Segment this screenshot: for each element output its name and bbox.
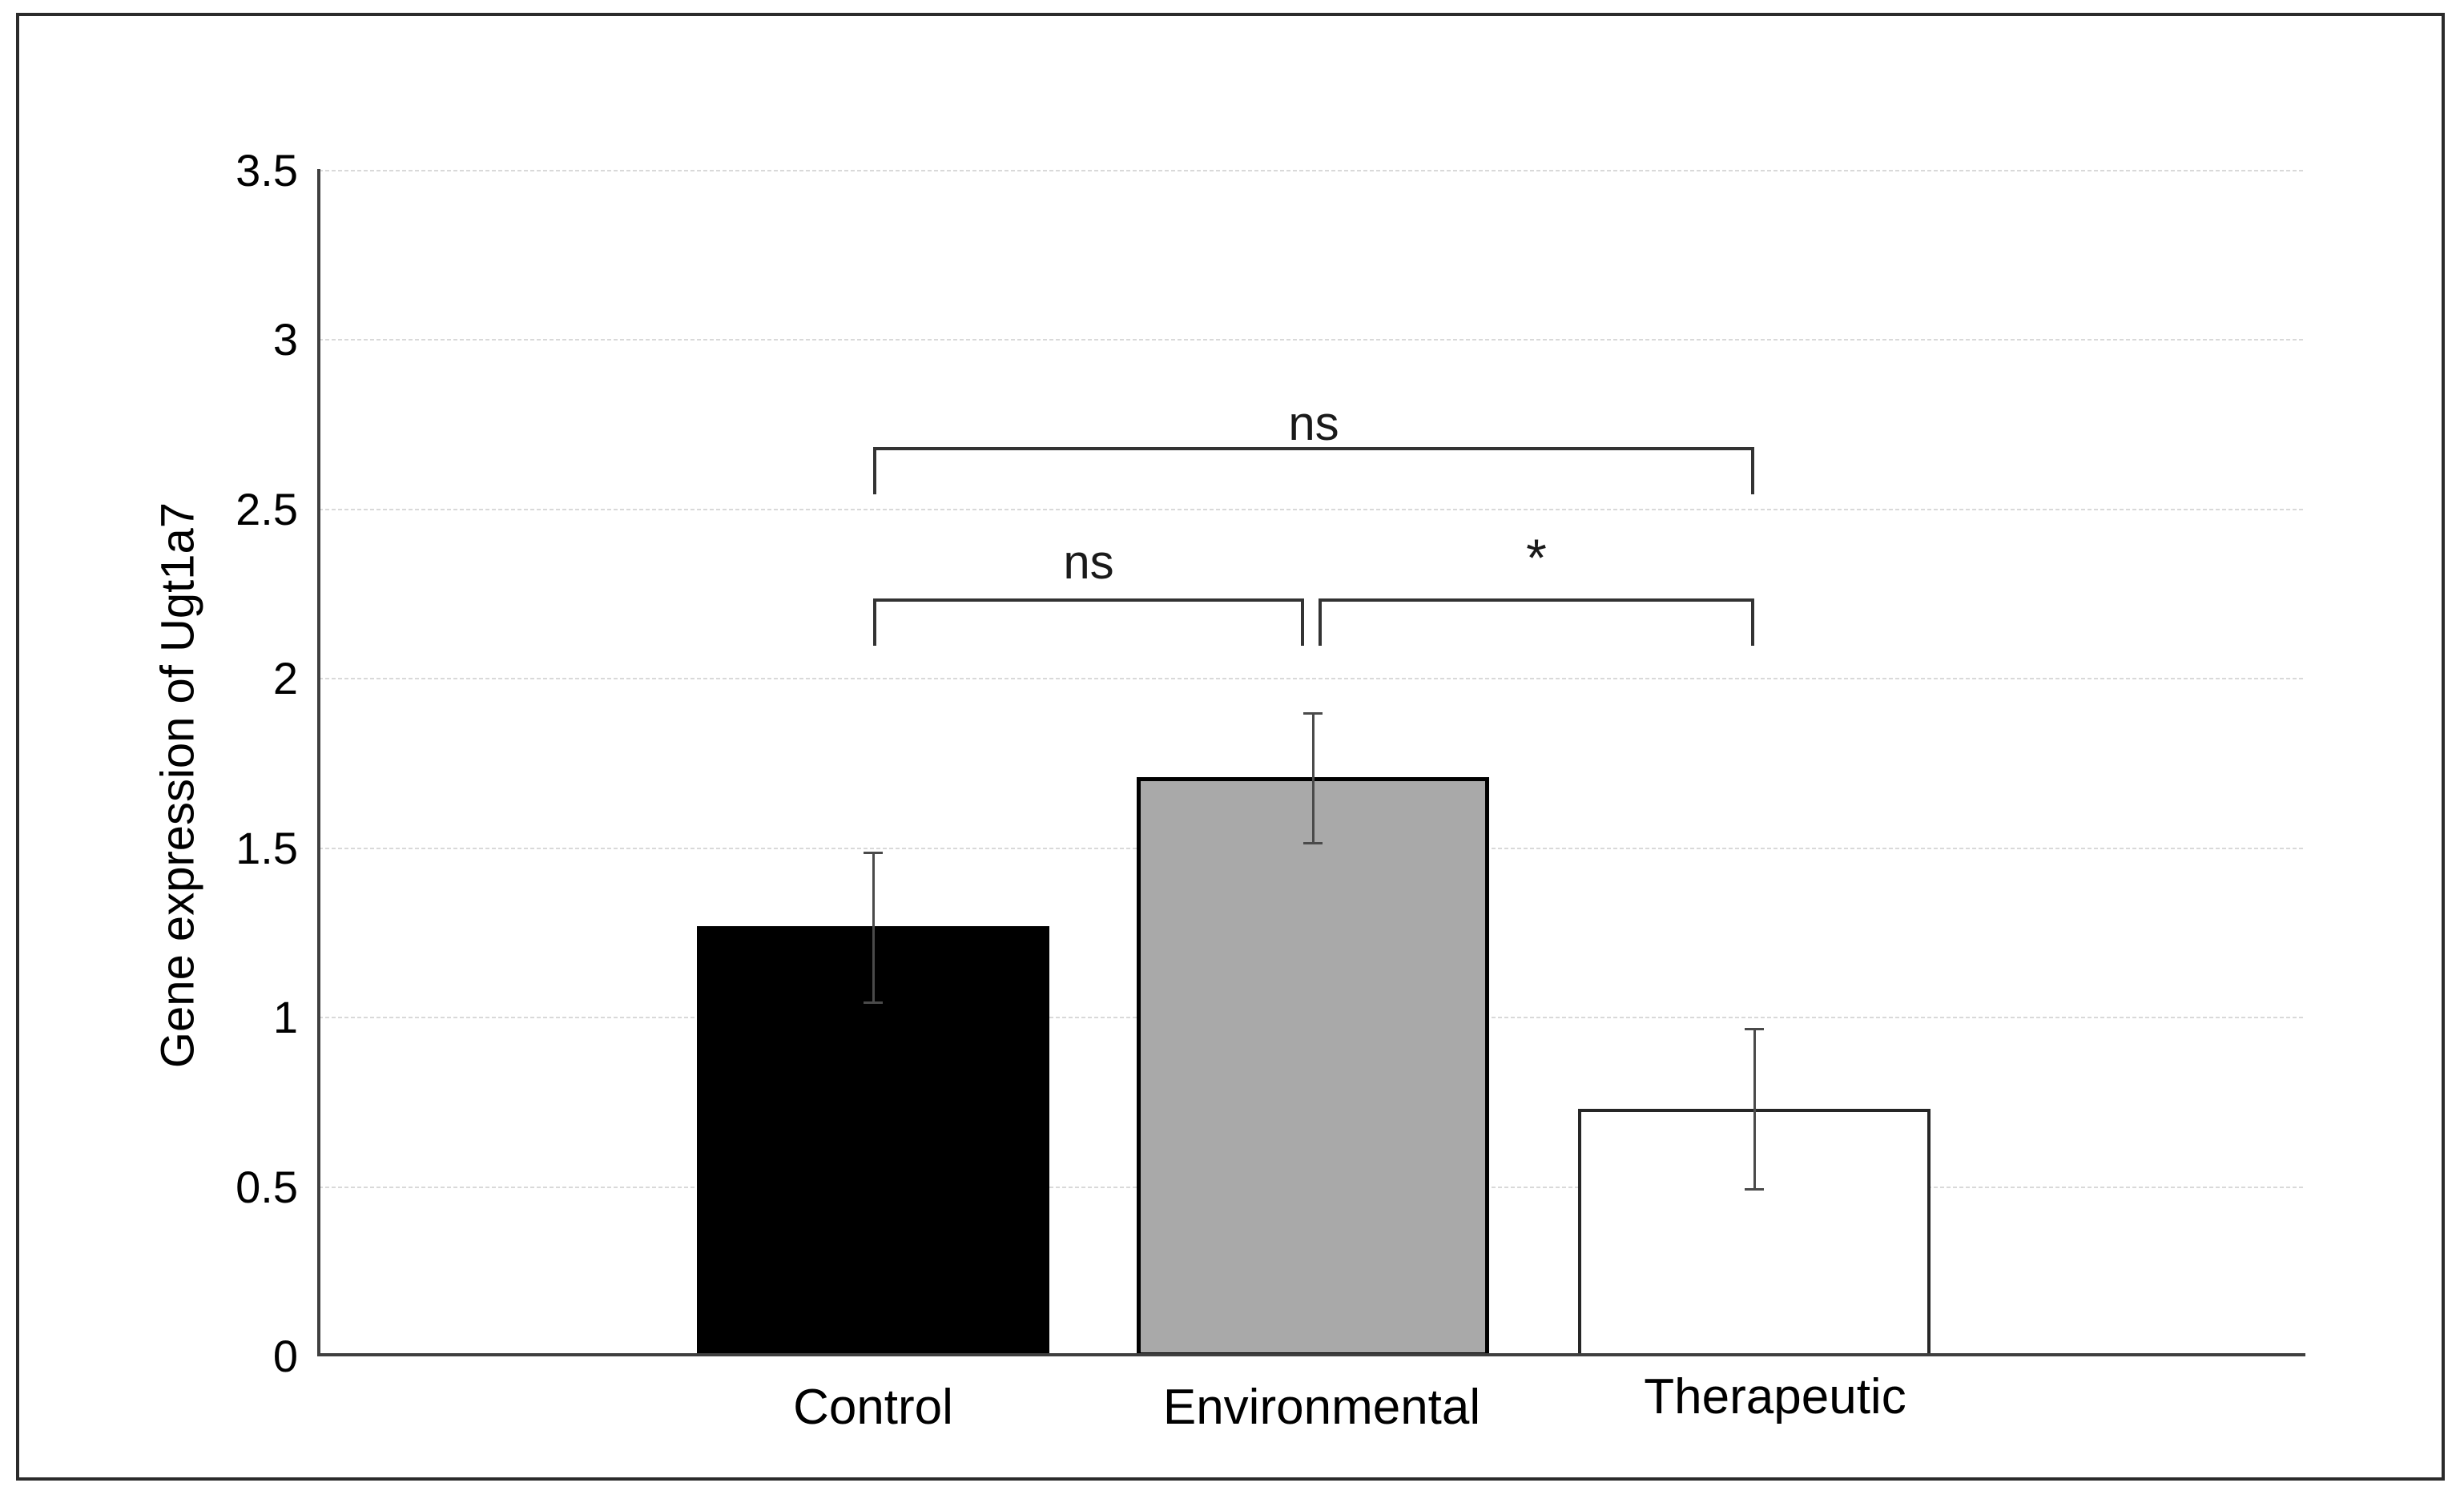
error-bar-cap-bottom bbox=[1745, 1188, 1764, 1191]
y-axis-title: Gene expression of Ugt1a7 bbox=[151, 502, 204, 1069]
y-tick-label: 2 bbox=[272, 653, 298, 703]
sig-bracket-bar bbox=[873, 598, 1304, 602]
error-bar-stem bbox=[1753, 1028, 1756, 1191]
bar-environmental bbox=[1137, 777, 1489, 1356]
sig-bracket-end-right bbox=[1751, 598, 1754, 646]
error-bar-cap-top bbox=[1303, 712, 1323, 715]
x-axis-line bbox=[319, 1353, 2305, 1356]
y-tick-label: 3 bbox=[272, 314, 298, 365]
x-category-label-environmental: Environmental bbox=[1162, 1380, 1481, 1435]
x-category-label-therapeutic: Therapeutic bbox=[1644, 1369, 1906, 1424]
sig-bracket-end-left bbox=[873, 598, 876, 646]
sig-bracket-end-right bbox=[1751, 447, 1754, 494]
gridline-y-3.5 bbox=[319, 170, 2305, 171]
error-bar-stem bbox=[1312, 712, 1315, 844]
y-tick-label: 1.5 bbox=[236, 823, 298, 873]
sig-label: ns bbox=[1288, 397, 1339, 450]
error-bar-cap-bottom bbox=[1303, 842, 1323, 844]
x-category-label-control: Control bbox=[793, 1380, 953, 1435]
error-bar-cap-top bbox=[864, 852, 883, 854]
error-bar-cap-bottom bbox=[864, 1001, 883, 1004]
error-bar-cap-top bbox=[1745, 1028, 1764, 1030]
sig-bracket-bar bbox=[1319, 598, 1754, 602]
sig-bracket-end-right bbox=[1301, 598, 1304, 646]
sig-bracket-end-left bbox=[873, 447, 876, 494]
gridline-y-2.5 bbox=[319, 509, 2305, 510]
y-tick-label: 1 bbox=[272, 992, 298, 1042]
sig-bracket-end-left bbox=[1319, 598, 1322, 646]
y-tick-label: 0.5 bbox=[236, 1162, 298, 1212]
y-tick-label: 0 bbox=[272, 1331, 298, 1381]
y-axis-line bbox=[317, 169, 320, 1356]
gridline-y-3 bbox=[319, 339, 2305, 340]
sig-label: * bbox=[1526, 528, 1547, 587]
sig-bracket-bar bbox=[873, 447, 1754, 450]
figure-border bbox=[16, 13, 2445, 1481]
y-tick-label: 3.5 bbox=[236, 145, 298, 195]
gridline-y-2 bbox=[319, 678, 2305, 679]
error-bar-stem bbox=[872, 852, 875, 1004]
y-tick-label: 2.5 bbox=[236, 484, 298, 534]
sig-label: ns bbox=[1063, 535, 1114, 589]
